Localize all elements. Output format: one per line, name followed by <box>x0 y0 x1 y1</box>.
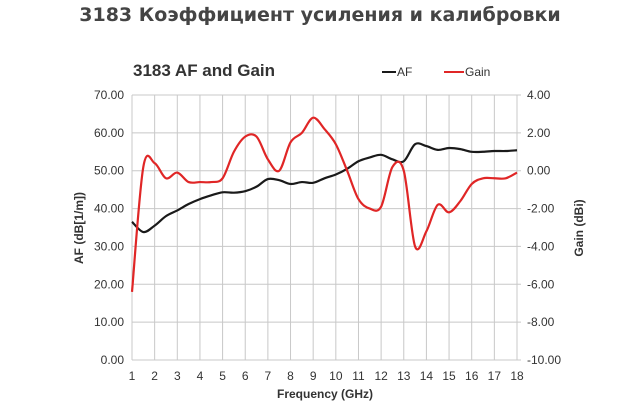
y-tick-label: 0.00 <box>101 353 125 367</box>
y-tick-label: 70.00 <box>94 88 124 102</box>
x-tick-label: 12 <box>374 369 388 383</box>
y-axis-label: AF (dB[1/m]) <box>72 192 86 264</box>
legend: AF Gain <box>382 65 490 79</box>
x-tick-label: 7 <box>265 369 272 383</box>
legend-gain-label: Gain <box>465 65 490 79</box>
chart-title: 3183 AF and Gain <box>133 61 275 80</box>
x-tick-label: 11 <box>352 369 365 383</box>
gain-series-line <box>130 116 518 292</box>
x-tick-label: 18 <box>510 369 524 383</box>
x-tick-label: 14 <box>420 369 434 383</box>
x-tick-label: 5 <box>219 369 226 383</box>
af-series-line <box>131 142 518 234</box>
x-tick-label: 2 <box>151 369 158 383</box>
y2-tick-label: -2.00 <box>527 202 555 216</box>
x-tick-label: 10 <box>329 369 343 383</box>
left-axis-ticks: 0.00 10.00 20.00 30.00 40.00 50.00 60.00 70.00 <box>94 88 124 367</box>
plot-grid <box>131 94 521 361</box>
y2-tick-label: -10.00 <box>527 353 561 367</box>
page-title: 3183 Коэффициент усиления и калибровки <box>79 4 561 26</box>
y-tick-label: 30.00 <box>94 239 124 253</box>
y-tick-label: 10.00 <box>94 315 124 329</box>
x-tick-label: 17 <box>488 369 502 383</box>
x-tick-label: 8 <box>287 369 294 383</box>
x-axis-ticks: 1 2 3 4 5 6 7 8 9 10 11 12 13 14 15 16 17 18 <box>129 369 524 383</box>
x-tick-label: 4 <box>197 369 204 383</box>
y-tick-label: 60.00 <box>94 126 124 140</box>
y-tick-label: 50.00 <box>94 164 124 178</box>
x-axis-label: Frequency (GHz) <box>277 387 373 401</box>
y2-tick-label: 0.00 <box>527 164 551 178</box>
y2-tick-label: -8.00 <box>527 315 555 329</box>
y2-tick-label: 2.00 <box>527 126 551 140</box>
legend-af-label: AF <box>397 65 412 79</box>
x-tick-label: 9 <box>310 369 317 383</box>
x-tick-label: 3 <box>174 369 181 383</box>
y-tick-label: 40.00 <box>94 202 124 216</box>
y2-tick-label: -6.00 <box>527 277 555 291</box>
x-tick-label: 15 <box>442 369 456 383</box>
y2-tick-label: 4.00 <box>527 88 551 102</box>
y2-tick-label: -4.00 <box>527 239 555 253</box>
y-tick-label: 20.00 <box>94 277 124 291</box>
x-tick-label: 16 <box>465 369 479 383</box>
y2-axis-label: Gain (dBi) <box>572 199 586 256</box>
x-tick-label: 1 <box>129 369 136 383</box>
x-tick-label: 13 <box>397 369 411 383</box>
right-axis-ticks: -10.00 -8.00 -6.00 -4.00 -2.00 0.00 2.00 4.00 <box>527 88 561 367</box>
x-tick-label: 6 <box>242 369 249 383</box>
